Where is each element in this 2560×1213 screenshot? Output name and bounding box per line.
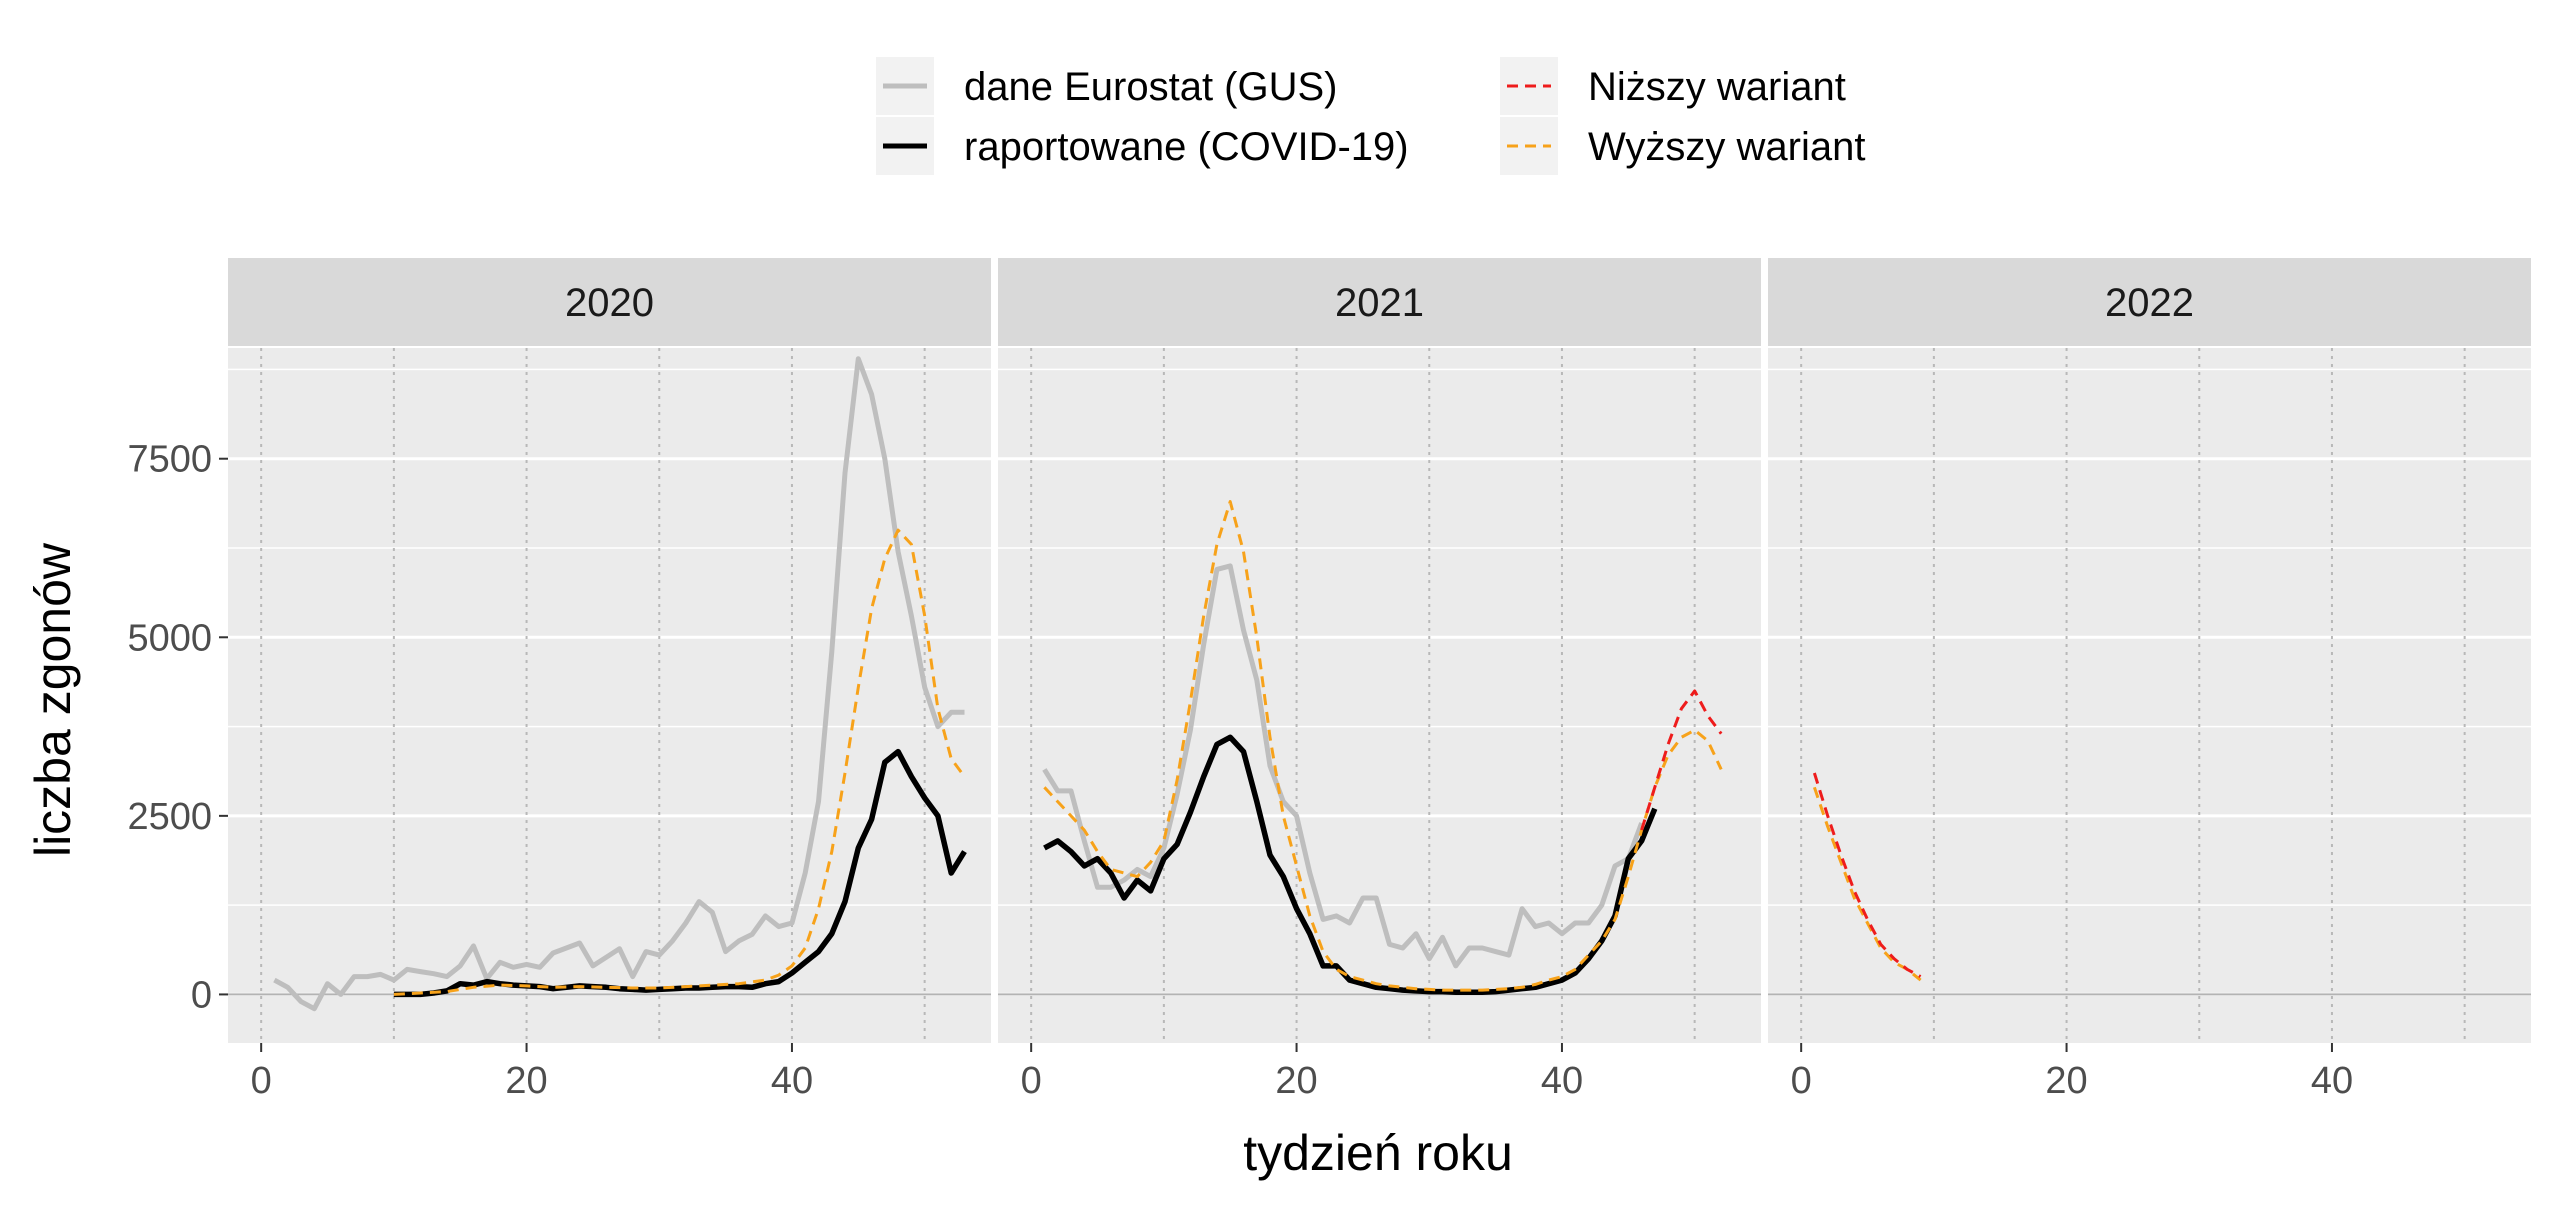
panel-background	[1768, 348, 2531, 1043]
legend-label: dane Eurostat (GUS)	[964, 65, 1338, 109]
y-tick-label: 0	[191, 974, 212, 1016]
x-axis-title: tydzień roku	[1243, 1125, 1513, 1181]
series-higher-2020	[393, 528, 966, 996]
panel-background	[228, 348, 991, 1043]
panel-strip-label: 2021	[1335, 281, 1424, 325]
legend-item: Niższy wariant	[1500, 57, 1846, 115]
series-reported-2021	[1043, 734, 1658, 996]
legend-label: raportowane (COVID-19)	[964, 125, 1409, 169]
x-tick-label: 20	[2045, 1060, 2087, 1102]
panels: 2020 2021 2022	[228, 258, 2531, 1043]
series-higher-2022	[1812, 786, 1922, 982]
legend-item: dane Eurostat (GUS)	[876, 57, 1338, 115]
x-tick-label: 0	[1021, 1060, 1042, 1102]
y-tick-label: 7500	[127, 439, 212, 481]
legend-label: Wyższy wariant	[1588, 125, 1865, 169]
panel-strip-label: 2020	[565, 281, 654, 325]
legend-item: raportowane (COVID-19)	[876, 117, 1409, 175]
legend-label: Niższy wariant	[1588, 65, 1846, 109]
panel-2022: 2022	[1768, 258, 2531, 1043]
legend-box	[876, 55, 1478, 175]
axes: 0 20 40 0 20 40 0 20 40 0 2500 5000 7500	[127, 439, 2353, 1102]
y-axis-title: liczba zgonów	[25, 542, 81, 857]
y-tick-label: 2500	[127, 796, 212, 838]
y-tick-label: 5000	[127, 617, 212, 659]
x-tick-label: 40	[2311, 1060, 2353, 1102]
panel-strip	[1768, 258, 2531, 346]
panel-strip-label: 2022	[2105, 281, 2194, 325]
series-higher-2021	[1043, 500, 1723, 992]
series-lower-2022	[1812, 772, 1922, 978]
x-tick-label: 0	[1791, 1060, 1812, 1102]
panel-strip	[228, 258, 991, 346]
panel-2021: 2021	[998, 258, 1761, 1043]
x-tick-label: 40	[771, 1060, 813, 1102]
panel-2020: 2020	[228, 258, 991, 1043]
x-tick-label: 20	[505, 1060, 547, 1102]
legend-item: Wyższy wariant	[1500, 117, 1865, 175]
series-eurostat-2020	[273, 356, 965, 1012]
series-eurostat-2021	[1042, 563, 1644, 969]
x-tick-label: 40	[1541, 1060, 1583, 1102]
x-tick-label: 20	[1275, 1060, 1317, 1102]
horizontal-gridlines	[1768, 368, 2531, 996]
x-tick-label: 0	[251, 1060, 272, 1102]
panel-background	[998, 348, 1761, 1043]
series-reported-2020	[393, 748, 967, 998]
panel-strip	[998, 258, 1761, 346]
series-lower-2021	[1640, 689, 1723, 831]
legend: dane Eurostat (GUS) raportowane (COVID-19…	[876, 55, 1865, 175]
